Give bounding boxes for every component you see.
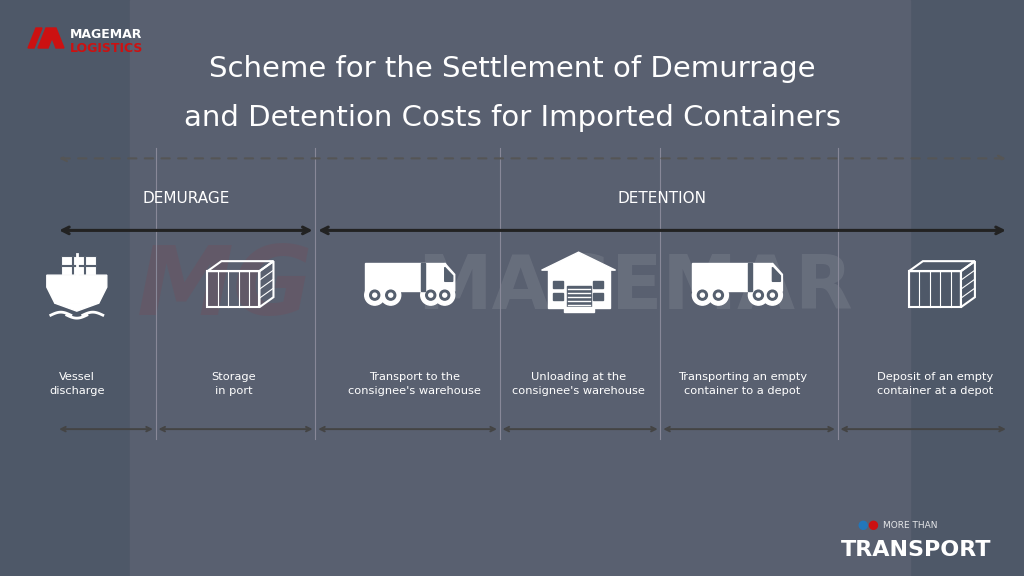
Circle shape bbox=[421, 285, 440, 305]
Text: LOGISTICS: LOGISTICS bbox=[70, 42, 143, 55]
Text: MAGEMAR: MAGEMAR bbox=[417, 252, 853, 324]
Bar bbox=[421, 263, 425, 291]
Bar bbox=[749, 263, 753, 291]
Bar bbox=[423, 263, 444, 291]
Circle shape bbox=[859, 521, 867, 529]
Polygon shape bbox=[55, 303, 98, 311]
Text: Scheme for the Settlement of Demurrage: Scheme for the Settlement of Demurrage bbox=[209, 55, 815, 83]
Bar bbox=[553, 293, 562, 300]
Bar bbox=[73, 266, 84, 275]
Bar bbox=[563, 307, 594, 312]
Bar bbox=[692, 263, 751, 291]
Circle shape bbox=[389, 293, 393, 297]
Circle shape bbox=[749, 285, 768, 305]
Circle shape bbox=[709, 285, 728, 305]
Circle shape bbox=[770, 293, 774, 297]
Bar bbox=[553, 281, 562, 288]
Circle shape bbox=[435, 285, 455, 305]
Text: Unloading at the
consignee's warehouse: Unloading at the consignee's warehouse bbox=[512, 372, 645, 396]
Text: TRANSPORT: TRANSPORT bbox=[842, 540, 991, 560]
Circle shape bbox=[869, 521, 878, 529]
Circle shape bbox=[370, 290, 380, 300]
Circle shape bbox=[381, 285, 400, 305]
Text: MORE THAN: MORE THAN bbox=[883, 521, 937, 530]
Bar bbox=[593, 281, 602, 288]
Circle shape bbox=[763, 285, 782, 305]
Polygon shape bbox=[28, 28, 42, 48]
Bar bbox=[909, 271, 961, 307]
Text: MG: MG bbox=[137, 241, 313, 335]
Text: DEMURAGE: DEMURAGE bbox=[142, 191, 229, 206]
Bar bbox=[73, 256, 84, 265]
Polygon shape bbox=[38, 28, 63, 48]
Text: Transporting an empty
container to a depot: Transporting an empty container to a dep… bbox=[678, 372, 807, 396]
Circle shape bbox=[767, 290, 777, 300]
Polygon shape bbox=[47, 275, 106, 303]
Text: Vessel
discharge: Vessel discharge bbox=[49, 372, 104, 396]
Circle shape bbox=[426, 290, 436, 300]
Polygon shape bbox=[542, 252, 615, 270]
Circle shape bbox=[754, 290, 764, 300]
Circle shape bbox=[373, 293, 377, 297]
Bar bbox=[566, 286, 591, 308]
Bar bbox=[60, 256, 72, 265]
Bar bbox=[85, 256, 96, 265]
Bar bbox=[593, 293, 602, 300]
Text: Deposit of an empty
container at a depot: Deposit of an empty container at a depot bbox=[877, 372, 993, 396]
Polygon shape bbox=[444, 263, 455, 291]
Circle shape bbox=[717, 293, 721, 297]
Text: and Detention Costs for Imported Containers: and Detention Costs for Imported Contain… bbox=[183, 104, 841, 132]
Circle shape bbox=[365, 285, 385, 305]
Bar bbox=[548, 270, 609, 308]
Circle shape bbox=[700, 293, 705, 297]
Circle shape bbox=[692, 285, 713, 305]
Circle shape bbox=[429, 293, 433, 297]
Bar bbox=[85, 266, 96, 275]
Text: MAGEMAR: MAGEMAR bbox=[70, 28, 142, 41]
Text: Storage
in port: Storage in port bbox=[211, 372, 256, 396]
Circle shape bbox=[757, 293, 761, 297]
Bar bbox=[751, 263, 772, 291]
Text: Transport to the
consignee's warehouse: Transport to the consignee's warehouse bbox=[348, 372, 481, 396]
Bar bbox=[60, 266, 72, 275]
Polygon shape bbox=[772, 267, 780, 281]
Circle shape bbox=[439, 290, 450, 300]
Circle shape bbox=[714, 290, 723, 300]
Polygon shape bbox=[772, 263, 782, 291]
Bar bbox=[365, 263, 423, 291]
Text: DETENTION: DETENTION bbox=[617, 191, 707, 206]
Circle shape bbox=[697, 290, 708, 300]
Bar bbox=[130, 0, 910, 576]
Circle shape bbox=[442, 293, 446, 297]
Bar bbox=[208, 271, 259, 307]
Polygon shape bbox=[444, 267, 453, 281]
Circle shape bbox=[386, 290, 395, 300]
